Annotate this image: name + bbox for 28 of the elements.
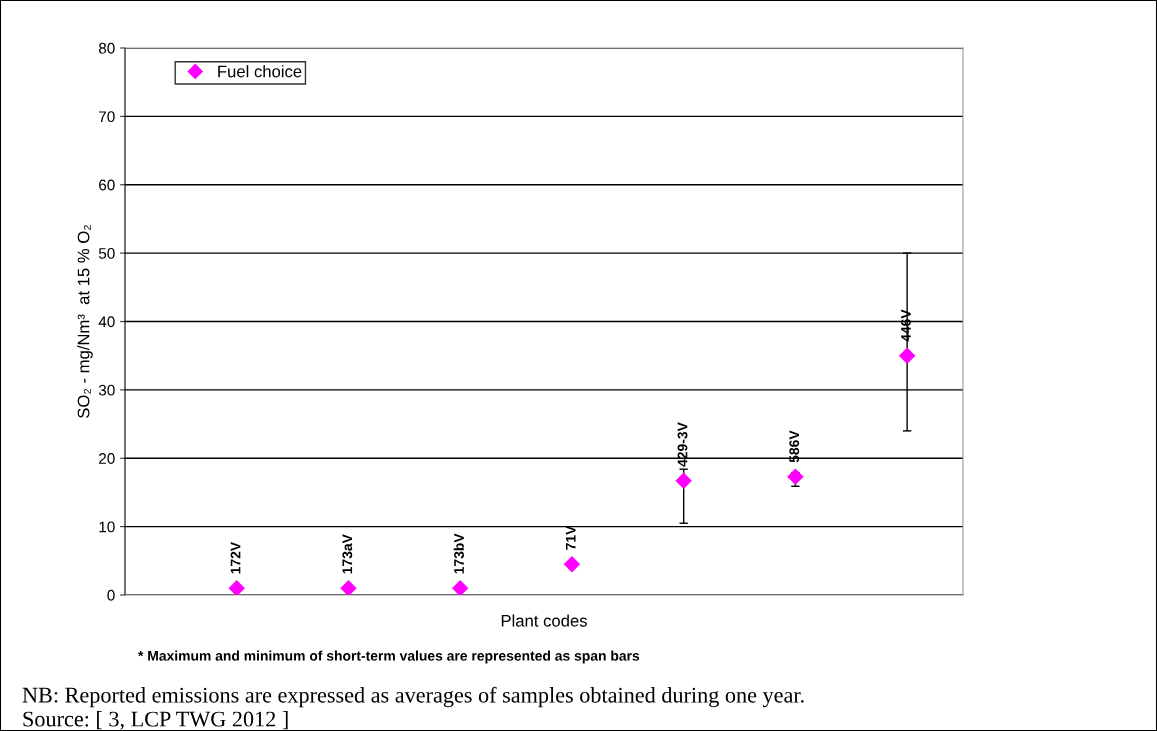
y-tick-label: 60	[99, 179, 115, 191]
point	[228, 579, 245, 595]
x-tick-label: 71V	[565, 525, 576, 550]
source-note: Source: [ 3, LCP TWG 2012 ]	[23, 710, 288, 730]
y-tick-label: 70	[99, 111, 115, 123]
point	[898, 347, 916, 364]
y-tick-label: 20	[99, 453, 115, 464]
y-tick-label: 40	[98, 316, 115, 328]
y-tick-label: 0	[107, 589, 115, 601]
point	[675, 472, 692, 490]
legend-label: Fuel choice	[218, 65, 302, 78]
point	[563, 556, 581, 573]
x-tick-label: 173aV	[342, 534, 353, 574]
text: * Maximum and minimum of short-term values are represented as span bars	[138, 650, 640, 664]
y-tick-label: 30	[98, 384, 115, 396]
text: NB: Reported emissions are expressed as averages of samples obtained during one year.	[22, 686, 804, 708]
x-tick-label: 446V	[901, 309, 911, 342]
x-tick-label: 586V	[789, 430, 800, 463]
x-tick-label: 429-3V	[677, 422, 688, 467]
point	[340, 579, 357, 595]
x-tick-label: 172V	[230, 541, 241, 574]
y-tick-label: 50	[98, 247, 115, 259]
x-tick-label: 173bV	[453, 533, 464, 574]
y-tick-label: 80	[98, 42, 115, 54]
point	[451, 579, 469, 595]
y-tick-label: 10	[99, 521, 115, 533]
y-axis-title: SO₂ - mg/Nm³ at 15 % O₂	[77, 225, 93, 418]
x-axis-title: Plant codes	[501, 614, 587, 627]
